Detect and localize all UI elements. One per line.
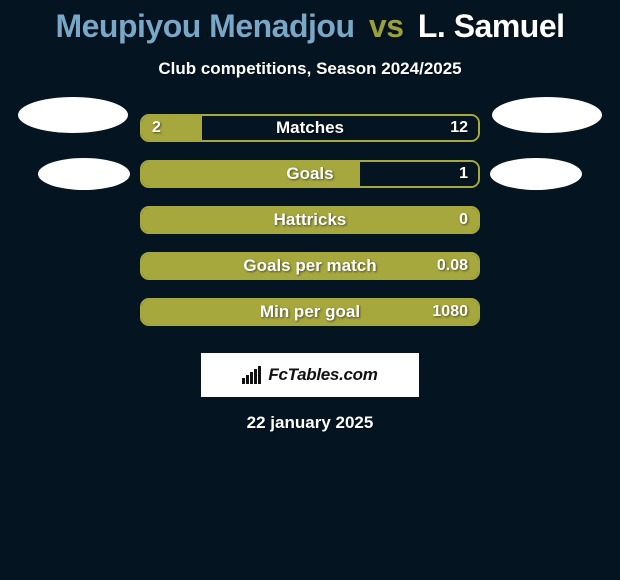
logo-text: FcTables.com [268,365,377,385]
stat-value-right: 0.08 [437,257,468,275]
stats-chart: Matches 2 12 Goals 1 Hattricks 0 Goals per matc… [10,105,610,335]
page-title: Meupiyou Menadjou vs L. Samuel [0,0,620,45]
stat-value-left: 2 [152,119,161,137]
logo-box: FcTables.com [201,353,419,397]
stat-row: Hattricks 0 [10,197,610,243]
stat-row: Goals 1 [10,151,610,197]
stat-row: Goals per match 0.08 [10,243,610,289]
stat-value-right: 1 [459,165,468,183]
bars-icon [242,366,264,384]
stat-bar: Min per goal 1080 [140,298,480,326]
stat-value-right: 1080 [432,303,468,321]
subtitle: Club competitions, Season 2024/2025 [0,59,620,79]
avatar-placeholder-right [490,158,582,190]
stat-label: Matches [276,118,344,138]
player2-name: L. Samuel [418,8,565,44]
stat-row: Min per goal 1080 [10,289,610,335]
title-vs: vs [369,8,404,44]
stat-bar: Matches 2 12 [140,114,480,142]
avatar-placeholder-left [38,158,130,190]
comparison-infographic: Meupiyou Menadjou vs L. Samuel Club comp… [0,0,620,580]
stat-value-right: 0 [459,211,468,229]
stat-label: Hattricks [274,210,347,230]
avatar-placeholder-left [18,97,128,133]
stat-bar: Goals 1 [140,160,480,188]
player1-name: Meupiyou Menadjou [55,8,354,44]
stat-bar: Hattricks 0 [140,206,480,234]
stat-row: Matches 2 12 [10,105,610,151]
stat-label: Min per goal [260,302,360,322]
stat-value-right: 12 [450,119,468,137]
stat-label: Goals [286,164,333,184]
stat-bar: Goals per match 0.08 [140,252,480,280]
stat-label: Goals per match [243,256,376,276]
date-text: 22 january 2025 [0,413,620,433]
avatar-placeholder-right [492,97,602,133]
